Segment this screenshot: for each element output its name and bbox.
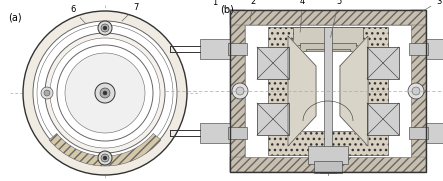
Bar <box>257 103 289 135</box>
Bar <box>293 27 363 45</box>
Circle shape <box>33 21 177 165</box>
Circle shape <box>101 24 109 32</box>
Bar <box>228 127 247 139</box>
Bar <box>257 47 289 79</box>
Circle shape <box>23 11 187 175</box>
Bar <box>200 123 230 143</box>
Text: 2: 2 <box>250 0 255 20</box>
Circle shape <box>95 83 115 103</box>
Polygon shape <box>288 36 316 146</box>
Bar <box>228 43 247 55</box>
Circle shape <box>65 53 145 133</box>
Bar <box>230 10 426 172</box>
Bar <box>230 157 426 172</box>
Circle shape <box>98 151 112 165</box>
Bar <box>367 103 399 135</box>
Circle shape <box>50 38 160 148</box>
Text: 1: 1 <box>212 0 236 13</box>
Wedge shape <box>49 134 161 166</box>
Bar <box>411 10 426 172</box>
Bar <box>230 10 245 172</box>
Circle shape <box>100 88 110 98</box>
Bar <box>409 127 428 139</box>
Circle shape <box>232 83 248 99</box>
Bar <box>230 10 426 25</box>
Circle shape <box>44 90 50 96</box>
Text: 6: 6 <box>70 5 85 23</box>
Circle shape <box>236 87 244 95</box>
Bar <box>320 157 336 173</box>
Bar <box>306 49 350 61</box>
Bar <box>268 27 388 155</box>
Text: 3: 3 <box>420 0 441 12</box>
Polygon shape <box>340 36 368 146</box>
Bar <box>426 39 443 59</box>
Circle shape <box>37 25 173 161</box>
Text: 5: 5 <box>330 0 341 37</box>
Circle shape <box>57 45 153 141</box>
Text: 4: 4 <box>300 0 305 32</box>
Circle shape <box>412 87 420 95</box>
Bar <box>308 146 348 164</box>
Bar <box>324 27 332 155</box>
Bar <box>323 157 333 169</box>
Text: (b): (b) <box>220 5 234 15</box>
Bar <box>288 51 368 131</box>
Circle shape <box>103 26 107 30</box>
Bar <box>367 47 399 79</box>
Bar <box>300 43 356 51</box>
Bar <box>314 161 342 173</box>
Bar <box>200 39 230 59</box>
Circle shape <box>103 91 107 95</box>
Circle shape <box>41 87 53 99</box>
Text: (a): (a) <box>8 12 22 22</box>
Bar <box>426 123 443 143</box>
Circle shape <box>45 33 165 153</box>
Text: 7: 7 <box>122 3 138 21</box>
Circle shape <box>103 156 107 160</box>
Circle shape <box>98 21 112 35</box>
Circle shape <box>101 154 109 162</box>
Bar <box>409 43 428 55</box>
Circle shape <box>408 83 424 99</box>
Bar <box>230 10 426 172</box>
Bar <box>245 25 411 157</box>
